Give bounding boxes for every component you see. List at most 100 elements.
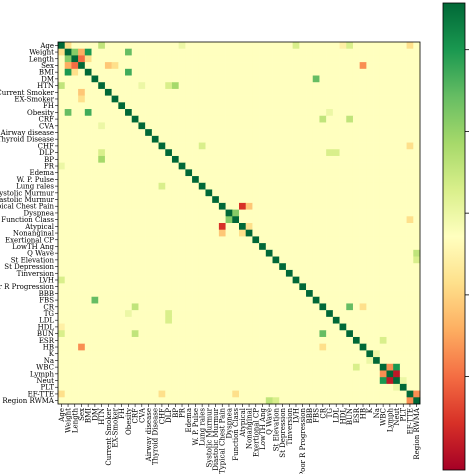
heatmap-cell xyxy=(352,216,360,224)
heatmap-cell xyxy=(252,202,260,210)
heatmap-cell xyxy=(218,182,226,190)
heatmap-cell xyxy=(145,249,153,257)
heatmap-cell xyxy=(393,216,401,224)
heatmap-cell xyxy=(84,62,92,70)
heatmap-cell xyxy=(319,102,327,110)
heatmap-cell xyxy=(239,196,247,204)
heatmap-cell xyxy=(319,363,327,371)
heatmap-cell xyxy=(285,95,293,103)
heatmap-cell xyxy=(413,176,421,184)
heatmap-cell xyxy=(58,350,66,358)
heatmap-cell xyxy=(232,102,240,110)
heatmap-cell xyxy=(386,102,394,110)
heatmap-cell xyxy=(171,109,179,117)
heatmap-cell xyxy=(339,196,347,204)
heatmap-cell xyxy=(366,370,374,378)
heatmap-cell xyxy=(78,236,86,244)
heatmap-cell xyxy=(406,256,414,264)
heatmap-cell xyxy=(212,377,220,385)
heatmap-cell xyxy=(413,256,421,264)
heatmap-cell xyxy=(413,290,421,298)
heatmap-cell xyxy=(205,357,213,365)
heatmap-cell xyxy=(292,182,300,190)
heatmap-cell xyxy=(78,169,86,177)
heatmap-cell xyxy=(366,155,374,163)
heatmap-cell xyxy=(91,202,99,210)
heatmap-cell xyxy=(125,377,133,385)
heatmap-cell xyxy=(171,129,179,137)
x-tick-label: Airway disease xyxy=(145,408,153,462)
heatmap-cell xyxy=(192,216,200,224)
heatmap-cell xyxy=(245,155,253,163)
y-tick-label: WBC xyxy=(36,364,54,372)
heatmap-cell xyxy=(279,202,287,210)
heatmap-cell xyxy=(413,343,421,351)
heatmap-cell xyxy=(306,330,314,338)
heatmap-cell xyxy=(245,68,253,76)
heatmap-cell xyxy=(151,397,159,405)
heatmap-cell xyxy=(272,162,280,170)
heatmap-cell xyxy=(125,75,133,83)
heatmap-cell xyxy=(178,62,186,70)
heatmap-cell xyxy=(279,383,287,391)
heatmap-cell xyxy=(64,75,72,83)
heatmap-cell xyxy=(198,68,206,76)
heatmap-cell xyxy=(71,236,79,244)
heatmap-cell xyxy=(346,202,354,210)
heatmap-cell xyxy=(272,62,280,70)
heatmap-cell xyxy=(306,390,314,398)
heatmap-cell xyxy=(64,269,72,277)
heatmap-cell xyxy=(138,169,146,177)
heatmap-cell xyxy=(245,316,253,324)
heatmap-cell xyxy=(285,55,293,63)
heatmap-cell xyxy=(178,290,186,298)
heatmap-cell xyxy=(212,209,220,217)
heatmap-cell xyxy=(185,269,193,277)
heatmap-cell xyxy=(352,109,360,117)
heatmap-cell xyxy=(171,68,179,76)
heatmap-cell xyxy=(225,383,233,391)
heatmap-cell xyxy=(319,142,327,150)
heatmap-cell xyxy=(58,296,66,304)
heatmap-cell xyxy=(413,102,421,110)
heatmap-cell xyxy=(178,129,186,137)
heatmap-cell xyxy=(118,283,126,291)
heatmap-cell xyxy=(265,55,273,63)
heatmap-cell xyxy=(279,283,287,291)
heatmap-cell xyxy=(306,397,314,405)
heatmap-cell xyxy=(178,370,186,378)
heatmap-cell xyxy=(138,256,146,264)
heatmap-cell xyxy=(373,142,381,150)
heatmap-cell xyxy=(366,102,374,110)
heatmap-cell xyxy=(131,162,139,170)
heatmap-cell xyxy=(299,182,307,190)
heatmap-cell xyxy=(232,256,240,264)
heatmap-cell xyxy=(259,283,267,291)
heatmap-cell xyxy=(393,296,401,304)
heatmap-cell xyxy=(386,95,394,103)
heatmap-cell xyxy=(205,303,213,311)
heatmap-cell xyxy=(151,55,159,63)
heatmap-cell xyxy=(218,109,226,117)
heatmap-cell xyxy=(259,310,267,318)
heatmap-cell xyxy=(259,330,267,338)
heatmap-cell xyxy=(165,249,173,257)
heatmap-cell xyxy=(218,82,226,90)
heatmap-cell xyxy=(192,377,200,385)
heatmap-cell xyxy=(165,55,173,63)
x-tick-label: St Depression xyxy=(279,408,287,458)
heatmap-cell xyxy=(212,336,220,344)
heatmap-cell xyxy=(326,363,334,371)
heatmap-cell xyxy=(212,229,220,237)
x-tick-label: EX-Smoker xyxy=(111,407,119,447)
heatmap-cell xyxy=(292,383,300,391)
heatmap-cell xyxy=(245,142,253,150)
heatmap-cell xyxy=(178,109,186,117)
heatmap-cell xyxy=(205,263,213,271)
heatmap-cell xyxy=(306,102,314,110)
heatmap-cell xyxy=(98,122,106,130)
heatmap-cell xyxy=(272,135,280,143)
heatmap-cell xyxy=(232,397,240,405)
heatmap-cell xyxy=(138,162,146,170)
heatmap-cell xyxy=(359,169,367,177)
